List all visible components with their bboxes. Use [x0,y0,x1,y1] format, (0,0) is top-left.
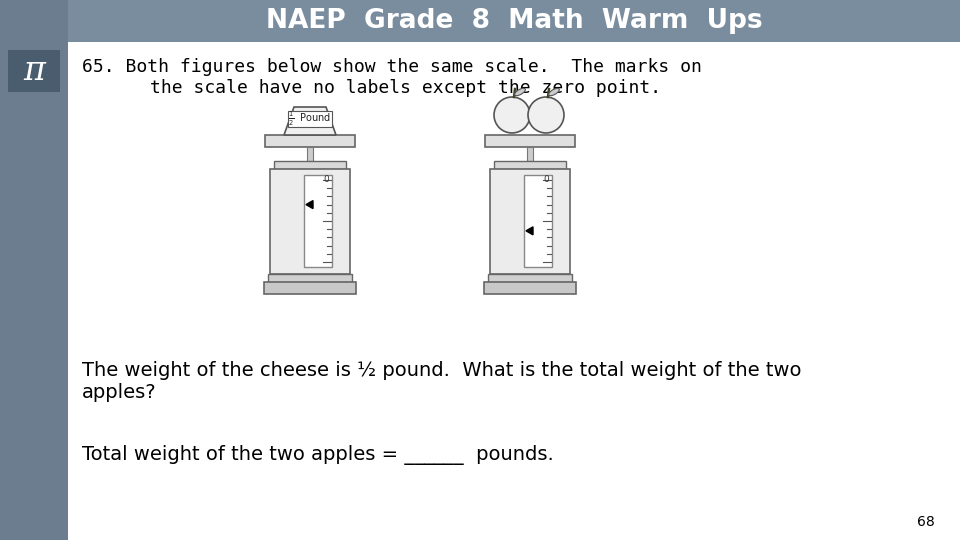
Polygon shape [284,107,336,135]
Ellipse shape [549,89,560,96]
Text: 0: 0 [543,176,549,185]
Text: the scale have no labels except the zero point.: the scale have no labels except the zero… [150,79,661,97]
Bar [0,0,68,540]
Text: apples?: apples? [82,383,156,402]
Polygon shape [526,227,533,235]
Bar [68,0,960,42]
Polygon shape [306,200,313,208]
Circle shape [528,97,564,133]
Text: π: π [23,55,45,87]
Bar [484,282,576,294]
Bar [288,111,332,127]
Bar [307,147,313,161]
Bar [8,50,60,92]
Bar [265,135,355,147]
Bar [268,274,352,282]
Text: 0: 0 [324,176,329,185]
Circle shape [494,97,530,133]
Text: $\frac{1}{2}$  Pound: $\frac{1}{2}$ Pound [288,110,331,128]
Bar [304,175,332,267]
Bar [488,274,572,282]
Bar [485,135,575,147]
Bar [490,169,570,274]
Bar [270,169,350,274]
Text: 65. Both figures below show the same scale.  The marks on: 65. Both figures below show the same sca… [82,58,702,76]
Text: The weight of the cheese is ½ pound.  What is the total weight of the two: The weight of the cheese is ½ pound. Wha… [82,361,802,380]
Text: 68: 68 [917,515,935,529]
Bar [527,147,533,161]
Bar [264,282,356,294]
Bar [524,175,552,267]
Ellipse shape [515,89,525,96]
Text: Total weight of the two apples = ______  pounds.: Total weight of the two apples = ______ … [82,445,554,465]
Bar [494,161,566,169]
Bar [274,161,346,169]
Text: NAEP  Grade  8  Math  Warm  Ups: NAEP Grade 8 Math Warm Ups [266,8,762,34]
